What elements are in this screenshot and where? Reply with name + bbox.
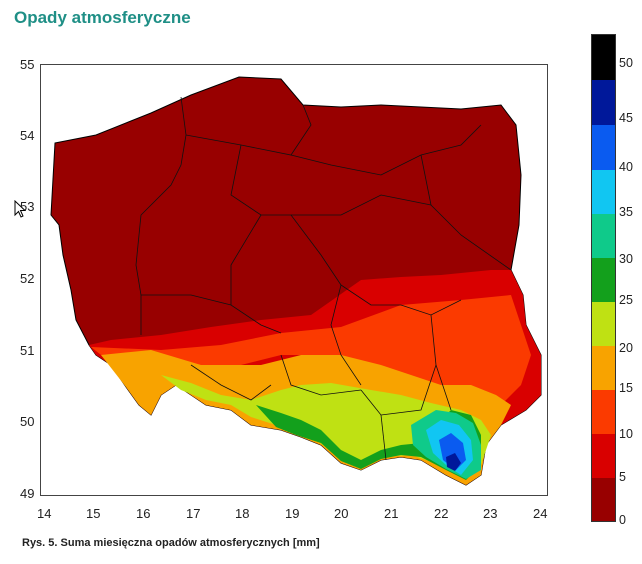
legend-swatch (592, 390, 615, 434)
y-tick: 54 (20, 128, 35, 143)
y-tick: 50 (20, 414, 35, 429)
y-tick: 51 (20, 343, 35, 358)
legend-label: 5 (619, 470, 626, 484)
x-tick: 24 (533, 506, 548, 521)
legend-swatch (592, 170, 615, 214)
legend-swatch (592, 35, 615, 80)
legend-label: 25 (619, 293, 633, 307)
legend-label: 30 (619, 252, 633, 266)
y-tick: 49 (20, 486, 35, 501)
figure-caption: Rys. 5. Suma miesięczna opadów atmosfery… (22, 537, 320, 549)
legend-swatch (592, 478, 615, 521)
legend-label: 0 (619, 513, 626, 527)
legend-label: 15 (619, 381, 633, 395)
page-title: Opady atmosferyczne (14, 8, 191, 27)
legend-swatch (592, 258, 615, 302)
region-borders (135, 96, 512, 461)
legend-swatch (592, 302, 615, 346)
map-frame (40, 64, 548, 496)
y-tick: 55 (20, 57, 35, 72)
zone-dark-blue (446, 453, 461, 471)
y-tick: 52 (20, 271, 35, 286)
legend-swatch (592, 80, 615, 125)
precipitation-map (50, 76, 542, 486)
legend-label: 35 (619, 205, 633, 219)
x-tick: 17 (186, 506, 201, 521)
x-tick: 23 (483, 506, 498, 521)
mouse-cursor-icon (14, 199, 27, 223)
legend-label: 40 (619, 160, 633, 174)
x-tick: 14 (37, 506, 52, 521)
legend-label: 50 (619, 56, 633, 70)
legend-swatch (592, 434, 615, 478)
legend-swatch (592, 125, 615, 170)
x-tick: 15 (86, 506, 101, 521)
x-tick: 16 (136, 506, 151, 521)
x-tick: 21 (384, 506, 399, 521)
x-tick: 22 (434, 506, 449, 521)
legend-label: 20 (619, 341, 633, 355)
x-tick: 18 (235, 506, 250, 521)
legend-swatch (592, 346, 615, 390)
legend-label: 45 (619, 111, 633, 125)
legend-label: 10 (619, 427, 633, 441)
x-tick: 20 (334, 506, 349, 521)
legend-colorbar (591, 34, 616, 522)
x-tick: 19 (285, 506, 300, 521)
legend-swatch (592, 214, 615, 258)
